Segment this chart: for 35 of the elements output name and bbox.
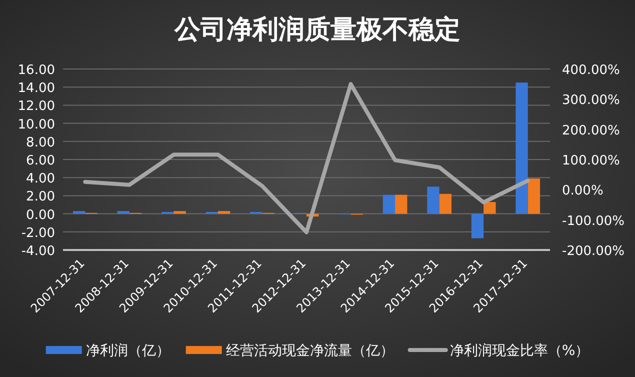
- bar: [427, 186, 440, 214]
- bar: [382, 194, 396, 214]
- y-tick-label: 16.00: [18, 63, 55, 78]
- bar: [174, 211, 186, 214]
- y-tick-label: 6.00: [26, 154, 55, 168]
- y-tick-label: 2.00: [26, 190, 55, 205]
- y2-tick-label: 300.00%: [562, 93, 620, 108]
- y-tick-label: -4.00: [21, 244, 55, 259]
- y-tick-label: 12.00: [18, 99, 55, 114]
- y-tick-label: -2.00: [21, 226, 55, 241]
- y-tick-label: 14.00: [18, 81, 55, 96]
- bar: [484, 202, 496, 214]
- y2-tick-label: 400.00%: [562, 63, 620, 78]
- y2-tick-label: 200.00%: [562, 123, 620, 138]
- bar: [117, 211, 130, 214]
- y2-tick-label: -100.00%: [562, 214, 625, 229]
- y2-tick-label: 100.00%: [562, 154, 620, 168]
- bar: [471, 214, 484, 238]
- bar: [72, 211, 86, 214]
- y2-tick-label: -200.00%: [562, 244, 625, 259]
- bar: [395, 194, 408, 214]
- y-tick-label: 8.00: [26, 135, 55, 150]
- y-tick-label: 0.00: [26, 208, 55, 223]
- bar: [218, 211, 230, 214]
- legend-label: 经营活动现金净流量（亿）: [226, 343, 394, 359]
- y2-tick-label: 0.00%: [562, 184, 604, 199]
- title: 公司净利润质量极不稳定: [174, 15, 460, 45]
- bar: [528, 178, 540, 214]
- bar: [516, 82, 528, 214]
- legend-label: 净利润（亿）: [86, 343, 170, 359]
- y-tick-label: 4.00: [26, 172, 55, 187]
- bar: [439, 194, 452, 214]
- y-tick-label: 10.00: [18, 117, 55, 132]
- line-series: [83, 82, 530, 234]
- legend-label: 净利润现金比率（%）: [450, 343, 590, 359]
